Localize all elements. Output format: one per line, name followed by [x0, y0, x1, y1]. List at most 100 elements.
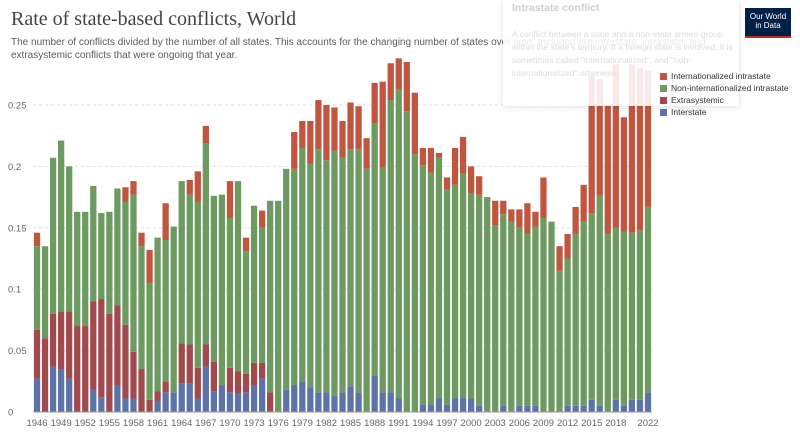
bar-segment	[347, 102, 354, 150]
bar-segment	[33, 378, 41, 412]
bar-segment	[572, 233, 579, 406]
logo-line-1: Our World	[749, 12, 787, 21]
bar-segment	[379, 81, 386, 168]
x-tick-label: 1985	[340, 418, 361, 429]
bar-segment	[58, 140, 65, 312]
legend-item-extrasystemic[interactable]: Extrasystemic	[660, 94, 789, 106]
bar-segment	[258, 378, 266, 412]
bar-segment	[540, 177, 547, 218]
bar-segment	[540, 217, 547, 412]
bar-segment	[307, 387, 314, 412]
bar-segment	[556, 270, 563, 412]
bar-segment	[49, 313, 57, 367]
legend-item-interstate[interactable]: Interstate	[660, 106, 789, 118]
bar-segment	[604, 233, 611, 412]
x-tick-label: 2015	[581, 418, 602, 429]
legend-label: Extrasystemic	[671, 95, 724, 105]
bar-segment	[130, 194, 137, 352]
bar-segment	[532, 226, 539, 406]
x-tick-label: 2006	[509, 418, 530, 429]
bar-segment	[114, 305, 121, 385]
bar-segment	[443, 177, 451, 190]
bar-segment	[194, 367, 201, 399]
legend-item-non-internationalized-intrastate[interactable]: Non-internationalized intrastate	[660, 82, 789, 94]
legend-swatch	[660, 72, 667, 80]
y-tick-label: 0.05	[8, 346, 27, 357]
bar-segment	[299, 147, 306, 382]
x-tick-label: 1997	[436, 418, 457, 429]
bar-segment	[435, 398, 443, 412]
owid-logo[interactable]: Our World in Data	[745, 8, 791, 38]
bar-segment	[194, 202, 201, 368]
bar-segment	[323, 392, 330, 412]
x-tick-label: 2018	[605, 418, 626, 429]
bar-segment	[178, 343, 185, 384]
bar-segment	[307, 120, 314, 164]
bar-segment	[226, 392, 234, 412]
bar-segment	[459, 398, 467, 412]
bar-segment	[363, 138, 370, 169]
legend-item-internationalized-intrastate[interactable]: Internationalized intrastate	[660, 70, 789, 82]
bar-segment	[628, 399, 636, 412]
bar-segment	[267, 392, 274, 412]
bar-segment	[90, 389, 97, 412]
x-tick-label: 2000	[461, 418, 482, 429]
bar-segment	[612, 64, 619, 228]
bar-segment	[347, 149, 354, 387]
bar-segment	[620, 117, 627, 232]
bar-segment	[636, 230, 644, 400]
x-tick-label: 2009	[533, 418, 554, 429]
bar-segment	[154, 391, 161, 401]
bar-segment	[291, 168, 298, 385]
bar-segment	[427, 147, 435, 173]
bar-segment	[202, 143, 209, 345]
bar-segment	[467, 166, 475, 194]
bar-segment	[258, 362, 266, 379]
bar-segment	[202, 366, 209, 412]
bar-segment	[98, 397, 105, 412]
bar-segment	[572, 206, 579, 234]
bar-segment	[114, 384, 121, 412]
bar-segment	[283, 389, 290, 412]
x-tick-label: 1958	[123, 418, 144, 429]
bar-segment	[556, 246, 563, 271]
bar-segment	[82, 326, 89, 412]
bar-segment	[516, 405, 523, 412]
bar-segment	[395, 89, 402, 399]
bar-segment	[532, 211, 539, 227]
bar-segment	[138, 369, 145, 412]
bar-segment	[114, 188, 121, 306]
bar-segment	[524, 203, 531, 234]
bar-segment	[427, 404, 435, 412]
legend-label: Interstate	[671, 107, 707, 117]
x-tick-label: 1982	[316, 418, 337, 429]
bar-segment	[138, 246, 145, 370]
bar-segment	[66, 311, 73, 379]
bar-segment	[564, 233, 571, 259]
tooltip: Intrastate conflict A conflict between a…	[503, 0, 739, 106]
bar-segment	[427, 172, 435, 405]
bar-segment	[41, 338, 49, 412]
bar-segment	[194, 171, 201, 202]
x-tick-label: 1991	[388, 418, 409, 429]
bar-segment	[258, 210, 266, 228]
y-tick-label: 0	[8, 408, 13, 419]
bar-segment	[49, 157, 57, 314]
bar-segment	[283, 168, 290, 390]
bar-segment	[604, 104, 611, 234]
bar-segment	[596, 195, 603, 406]
legend-label: Non-internationalized intrastate	[671, 83, 789, 93]
bar-segment	[49, 366, 57, 412]
bar-segment	[130, 351, 137, 399]
bar-segment	[524, 233, 531, 406]
bar-segment	[363, 168, 370, 412]
bar-segment	[411, 92, 418, 155]
bar-segment	[644, 70, 652, 207]
bar-segment	[186, 344, 193, 384]
bar-segment	[98, 213, 105, 300]
y-tick-label: 0.1	[8, 285, 21, 296]
bar-segment	[331, 396, 338, 412]
bar-segment	[234, 181, 242, 372]
bar-segment	[492, 225, 499, 412]
bar-segment	[178, 383, 185, 412]
